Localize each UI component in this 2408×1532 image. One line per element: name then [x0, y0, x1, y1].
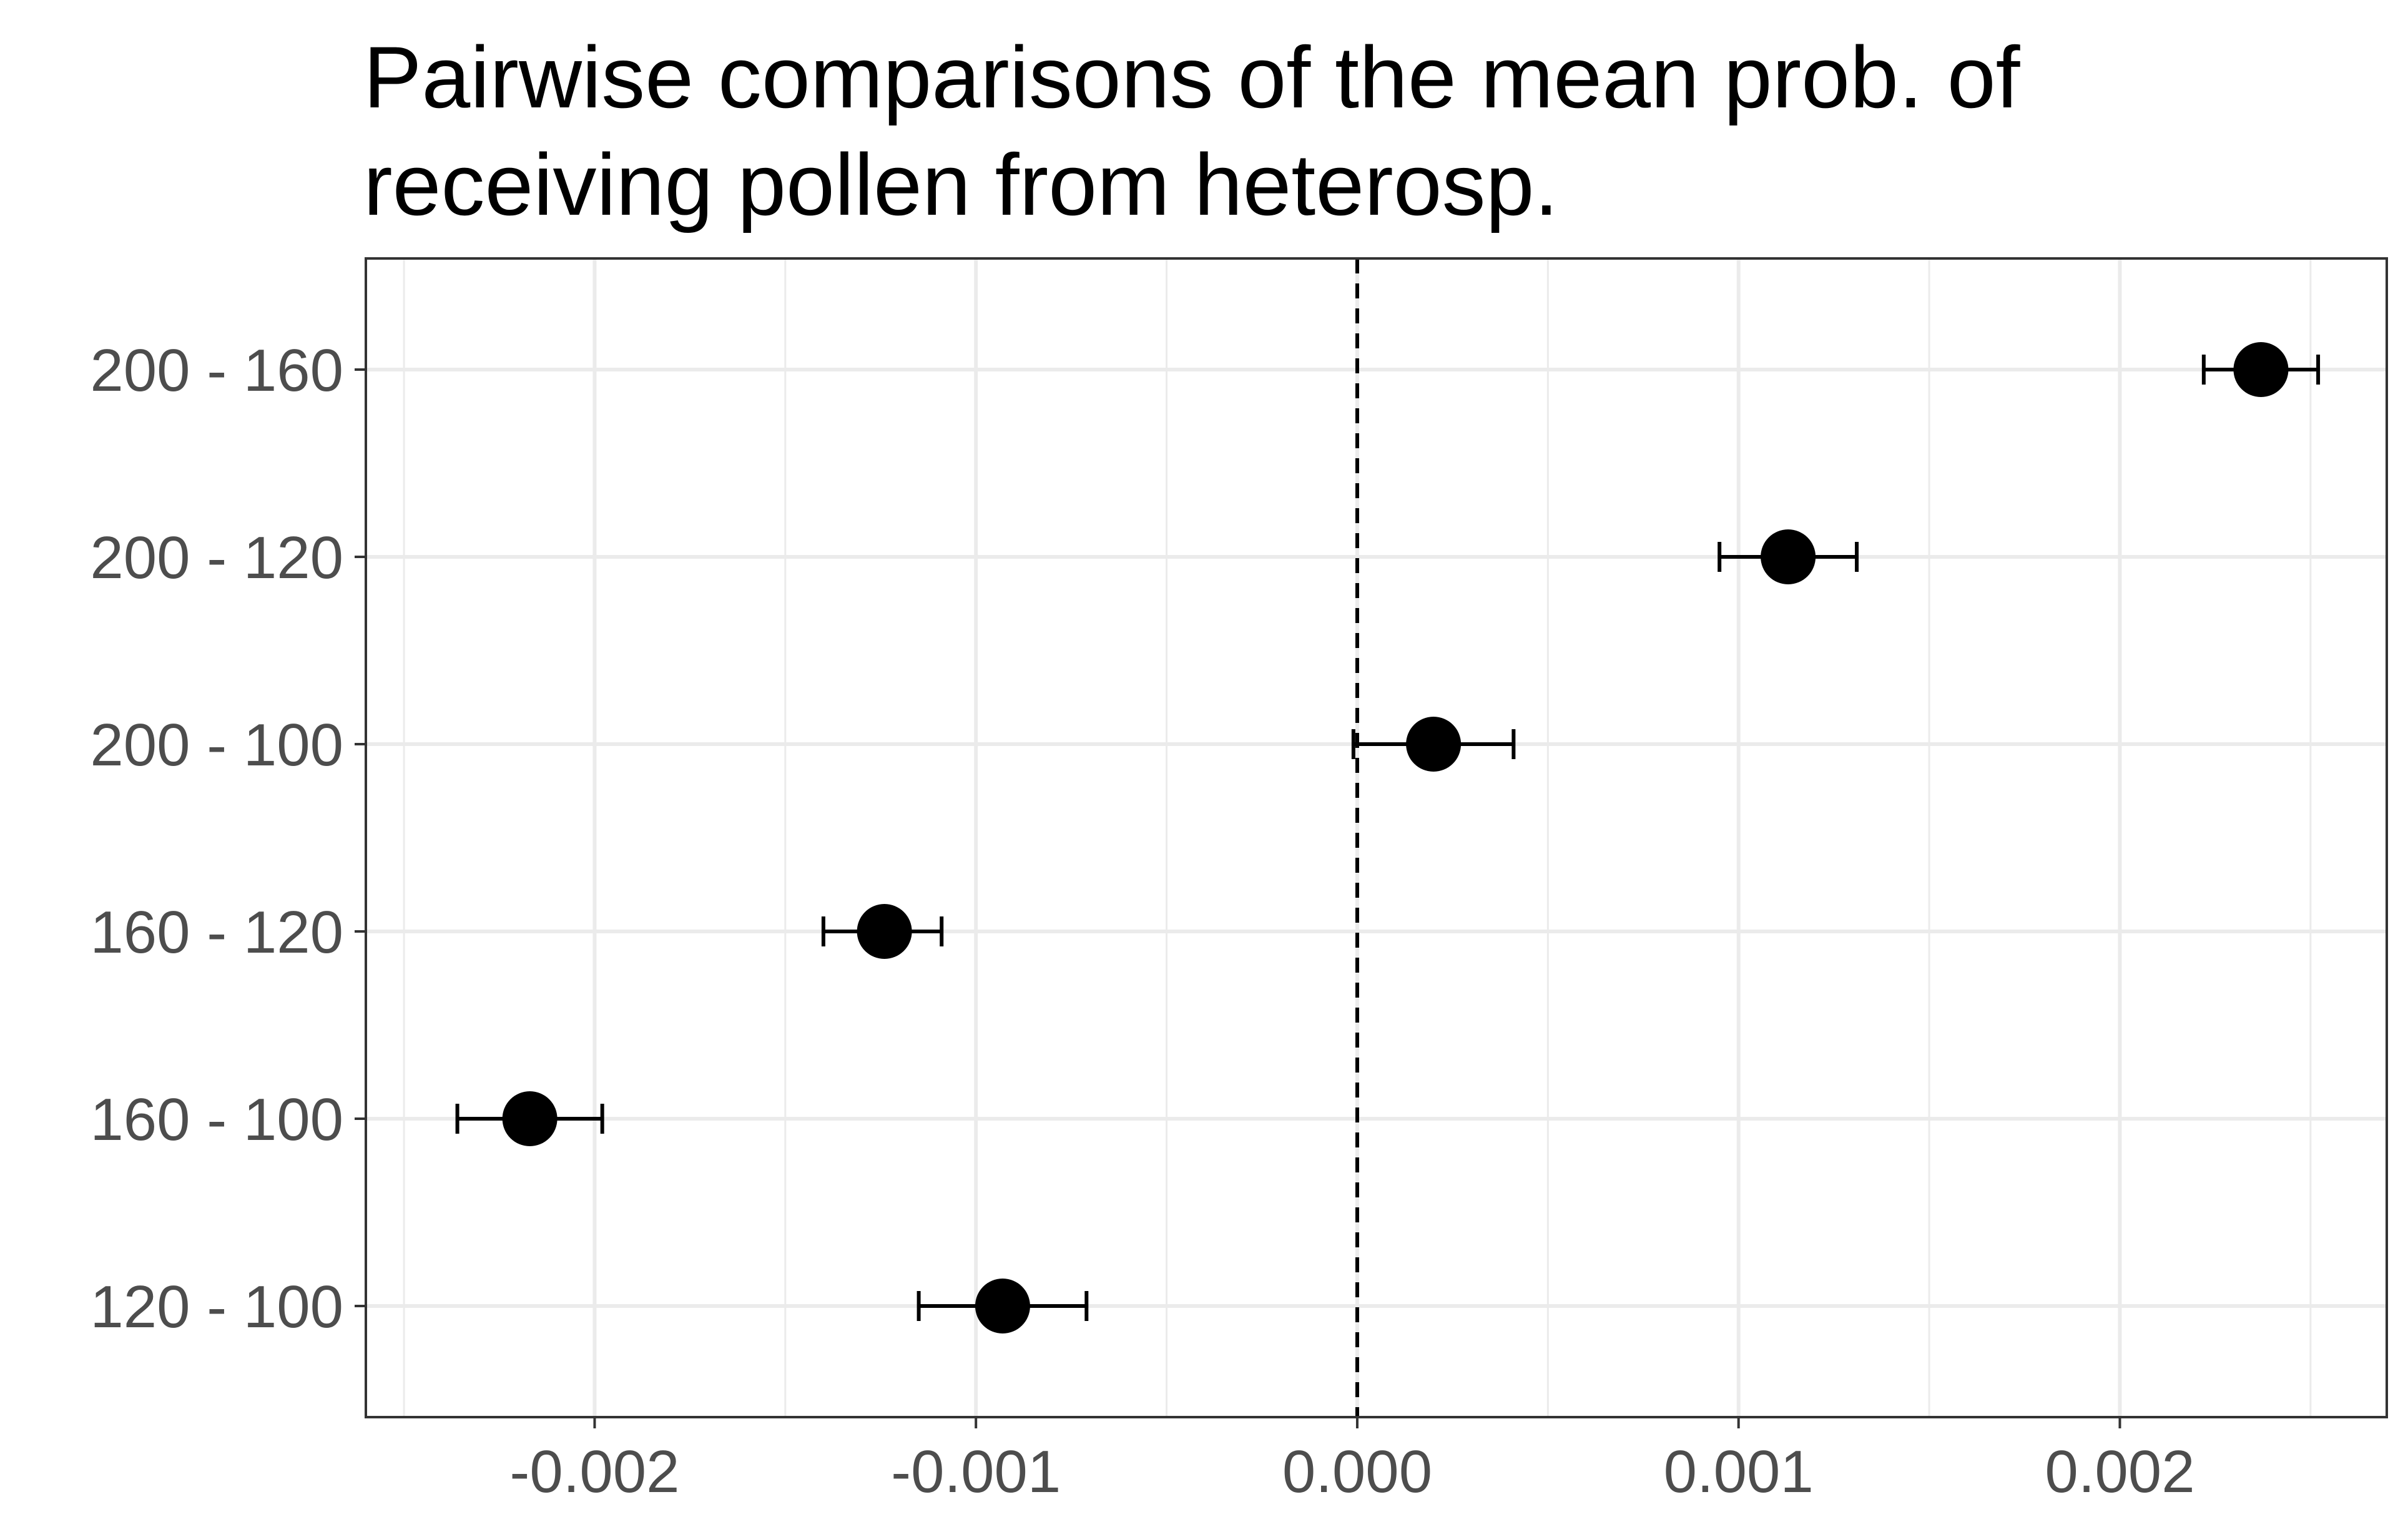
y-tick-label: 160 - 100 [90, 1086, 343, 1153]
data-point [1761, 529, 1816, 584]
data-point [2233, 342, 2289, 397]
y-tick-label: 200 - 160 [90, 337, 343, 404]
data-point [502, 1091, 558, 1146]
data-point [1406, 717, 1462, 772]
x-tick-label: 0.000 [1282, 1438, 1432, 1505]
chart-title-line-1: Pairwise comparisons of the mean prob. o… [363, 28, 2020, 126]
y-tick-label: 160 - 120 [90, 899, 343, 966]
data-point [975, 1279, 1030, 1333]
x-tick-label: -0.001 [891, 1438, 1061, 1505]
y-tick-label: 200 - 100 [90, 712, 343, 778]
y-tick-label: 200 - 120 [90, 524, 343, 591]
chart-title: Pairwise comparisons of the mean prob. o… [363, 24, 2361, 238]
data-point [857, 904, 912, 959]
x-tick-label: 0.001 [1664, 1438, 1814, 1505]
y-tick-label: 120 - 100 [90, 1274, 343, 1340]
x-tick-label: -0.002 [509, 1438, 679, 1505]
plot-panel-background [366, 258, 2387, 1417]
grid-lines [366, 258, 2387, 1417]
chart-title-line-2: receiving pollen from heterosp. [363, 135, 1559, 233]
x-tick-label: 0.002 [2045, 1438, 2194, 1505]
axes: -0.002 -0.001 0.000 0.001 0.002 200 - 160 200 … [90, 337, 2194, 1505]
plot-panel-border [365, 257, 2388, 1418]
data-points [502, 342, 2289, 1333]
